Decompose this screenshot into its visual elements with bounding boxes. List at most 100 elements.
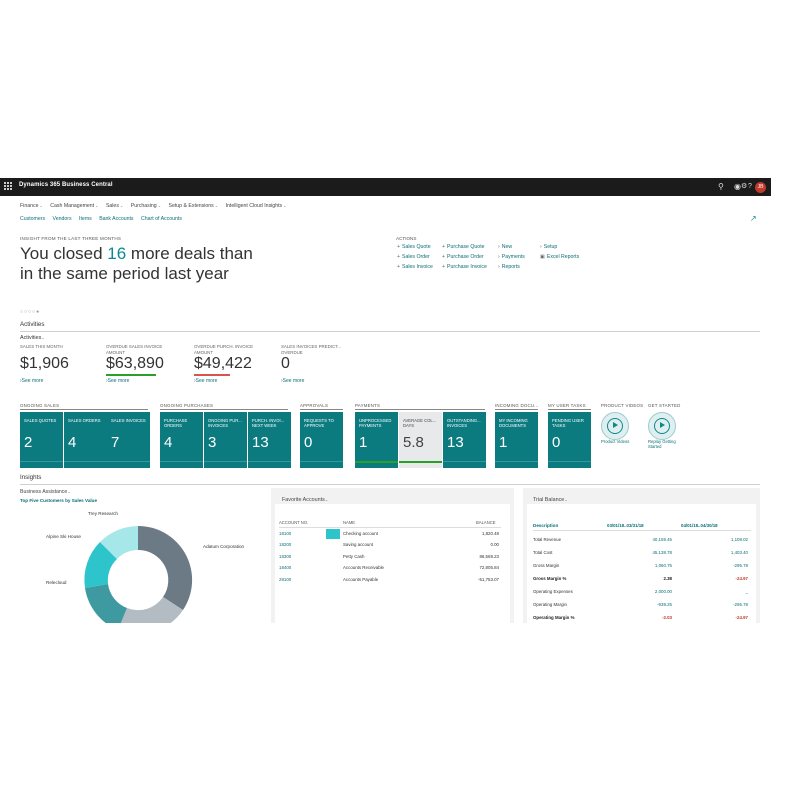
column-header[interactable]: Description (533, 523, 559, 528)
kpi-value[interactable]: 0 (281, 355, 290, 372)
column-header[interactable]: 03/01/18..03/31/18 (607, 523, 644, 528)
menu-purchasing[interactable]: Purchasing⌄ (130, 203, 162, 209)
menu-cash-management[interactable]: Cash Management⌄ (50, 203, 99, 209)
action-purchase-quote[interactable]: + Purchase Quote (442, 244, 485, 250)
account-no[interactable]: 18300 (279, 554, 292, 559)
product-videos-label[interactable]: Product Videos (601, 439, 630, 444)
app-launcher-icon[interactable] (4, 182, 13, 191)
see-more-link[interactable]: ›See more (194, 378, 218, 384)
account-name: Checking account (343, 531, 378, 536)
bell-icon[interactable]: ◉ (734, 182, 741, 191)
get-started-tile[interactable] (648, 412, 676, 440)
link-items[interactable]: Items (79, 216, 92, 222)
group-label: PAYMENTS (355, 403, 381, 408)
action-excel-reports[interactable]: ▣ Excel Reports (540, 254, 580, 260)
get-started-label[interactable]: Replay Getting Started (648, 439, 676, 450)
trial-balance-title[interactable]: Trial Balance⌄ (533, 497, 568, 503)
account-no[interactable]: 18100 (279, 531, 292, 536)
see-more-link[interactable]: ›See more (106, 378, 130, 384)
menu-finance[interactable]: Finance⌄ (20, 203, 43, 209)
link-chart-of-accounts[interactable]: Chart of Accounts (140, 216, 182, 222)
settings-icon[interactable]: ⚙ (741, 183, 748, 190)
action-sales-order[interactable]: + Sales Order (397, 254, 430, 260)
tile-unprocessed-payments[interactable]: UNPROCESSED PAYMENTS 1 (355, 412, 398, 468)
column-header[interactable]: BALANCE (476, 520, 496, 525)
see-more-link[interactable]: ›See more (281, 378, 305, 384)
link-vendors[interactable]: Vendors (52, 216, 72, 222)
action-reports[interactable]: › Reports (498, 264, 520, 270)
account-balance[interactable]: -51,753.07 (478, 577, 499, 582)
see-more-link[interactable]: ›See more (20, 378, 44, 384)
tile-average-collection-days[interactable]: AVERAGE COL... DAYS 5.8 (399, 412, 442, 468)
trial-row-value[interactable]: -295.78 (733, 602, 748, 607)
trial-row-value[interactable]: 1,108.02 (730, 537, 748, 542)
insight-headline: You closed 16 more deals than in the sam… (20, 244, 380, 284)
search-icon[interactable]: ⚲ (718, 182, 724, 191)
action-sales-quote[interactable]: + Sales Quote (397, 244, 431, 250)
column-header[interactable]: 04/01/18..04/30/18 (681, 523, 718, 528)
tile-pending-user-tasks[interactable]: PENDING USER TASKS 0 (548, 412, 591, 468)
tile-purchase-invoices-next-week[interactable]: PURCH. INVOI... NEXT WEEK 13 (248, 412, 291, 468)
trial-row-value[interactable]: 45,138.78 (652, 550, 672, 555)
menu-sales[interactable]: Sales⌄ (105, 203, 124, 209)
trial-row-value[interactable]: 40,159.45 (652, 537, 672, 542)
action-sales-invoice[interactable]: + Sales Invoice (397, 264, 433, 270)
tile-ongoing-purchase-invoices[interactable]: ONGOING PUR... INVOICES 3 (204, 412, 247, 468)
account-name: Saving account (343, 542, 374, 547)
activities-subheader[interactable]: Activities⌄ (20, 335, 45, 341)
trial-row-value[interactable]: -295.78 (733, 563, 748, 568)
action-payments[interactable]: › Payments (498, 254, 525, 260)
account-no[interactable]: 18200 (279, 542, 292, 547)
chevron-down-icon: ⌄ (157, 203, 162, 208)
donut-slice-relecloud[interactable] (85, 584, 127, 624)
tile-sales-quotes[interactable]: SALES QUOTES 2 (20, 412, 63, 468)
chevron-down-icon: ⌄ (214, 203, 219, 208)
trial-row-value[interactable]: -939.25 (657, 602, 672, 607)
action-purchase-order[interactable]: + Purchase Order (442, 254, 484, 260)
account-balance[interactable]: 86,569.23 (479, 554, 499, 559)
carousel-dots[interactable]: ○○○○● (20, 309, 41, 315)
account-name: Accounts Payable (343, 577, 379, 582)
avatar[interactable]: JB (755, 182, 766, 193)
favorite-accounts-title[interactable]: Favorite Accounts⌄ (282, 497, 329, 503)
business-assistance-title[interactable]: Business Assistance⌄ (20, 489, 71, 495)
account-no[interactable]: 18400 (279, 565, 292, 570)
action-new[interactable]: › New (498, 244, 513, 250)
account-no[interactable]: 28100 (279, 577, 292, 582)
trial-row-value[interactable]: 1,403.40 (730, 550, 748, 555)
action-setup[interactable]: › Setup (540, 244, 558, 250)
donut-slice-trey[interactable] (100, 526, 138, 559)
action-purchase-invoice[interactable]: + Purchase Invoice (442, 264, 487, 270)
link-bank-accounts[interactable]: Bank Accounts (99, 216, 134, 222)
expand-icon[interactable]: ↗ (750, 214, 757, 223)
column-header[interactable]: ACCOUNT NO. (279, 520, 309, 525)
trial-row-value[interactable]: 1,060.75 (654, 563, 672, 568)
column-header[interactable]: NAME (343, 520, 356, 525)
donut-slice-other[interactable] (118, 597, 183, 624)
trial-row-value[interactable]: 2,000.00 (654, 589, 672, 594)
donut-slice-alpine[interactable] (84, 542, 117, 588)
help-icon[interactable]: ? (748, 183, 752, 190)
account-balance[interactable]: 0.00 (490, 542, 499, 547)
tile-my-incoming-documents[interactable]: MY INCOMING DOCUMENTS 1 (495, 412, 538, 468)
product-videos-tile[interactable] (601, 412, 629, 440)
menu-setup-extensions[interactable]: Setup & Extensions⌄ (168, 203, 219, 209)
divider (355, 409, 485, 410)
kpi-value[interactable]: $1,906 (20, 355, 69, 372)
account-balance[interactable]: 1,820.48 (481, 531, 499, 536)
account-balance[interactable]: 72,805.84 (479, 565, 499, 570)
donut-slice-adatum[interactable] (138, 525, 193, 610)
tile-sales-invoices[interactable]: SALES INVOICES 7 (107, 412, 150, 468)
trial-row-description: Gross Margin (533, 563, 560, 568)
tile-purchase-orders[interactable]: PURCHASE ORDERS 4 (160, 412, 203, 468)
tile-requests-to-approve[interactable]: REQUESTS TO APPROVE 0 (300, 412, 343, 468)
trial-row-value[interactable]: _ (745, 589, 748, 594)
menu-intelligent-cloud-insights[interactable]: Intelligent Cloud Insights⌄ (225, 203, 287, 209)
divider (20, 331, 760, 332)
kpi-value[interactable]: $63,890 (106, 355, 164, 372)
quick-links: Customers Vendors Items Bank Accounts Ch… (20, 216, 188, 222)
kpi-value[interactable]: $49,422 (194, 355, 252, 372)
tile-outstanding-invoices[interactable]: OUTSTANDING... INVOICES 13 (443, 412, 486, 468)
link-customers[interactable]: Customers (20, 216, 46, 222)
tile-sales-orders[interactable]: SALES ORDERS 4 (64, 412, 107, 468)
